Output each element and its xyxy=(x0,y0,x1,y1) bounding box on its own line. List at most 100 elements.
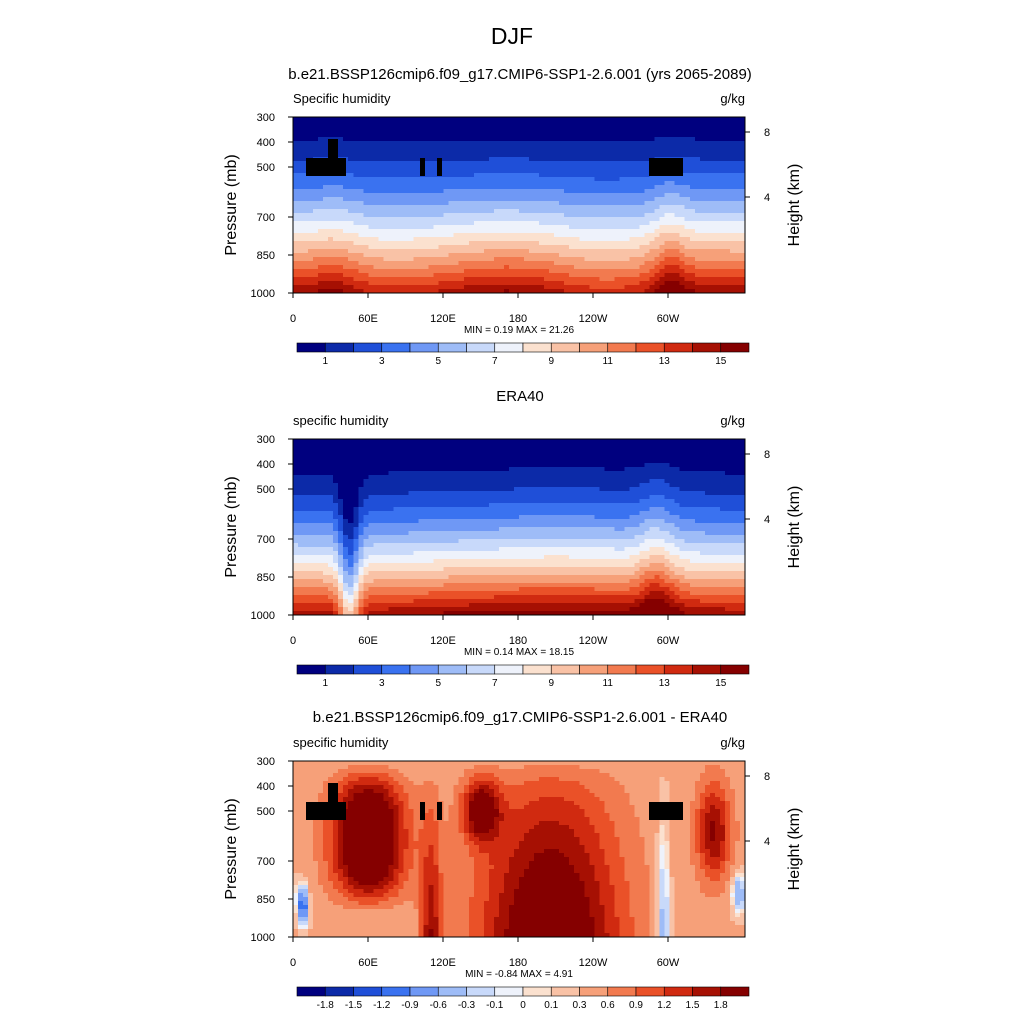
field-cell xyxy=(584,265,590,270)
field-cell xyxy=(729,221,736,226)
field-cell xyxy=(473,451,480,456)
field-cell xyxy=(574,165,580,170)
field-cell xyxy=(559,261,565,266)
field-cell xyxy=(604,261,610,266)
field-cell xyxy=(308,141,314,146)
field-cell xyxy=(604,221,610,226)
field-cell xyxy=(574,467,580,472)
field-cell xyxy=(619,217,626,222)
field-cell xyxy=(328,181,334,186)
field-cell xyxy=(303,145,309,150)
field-cell xyxy=(303,249,309,254)
field-cell xyxy=(478,285,485,290)
field-cell xyxy=(423,145,430,150)
field-cell xyxy=(659,451,666,456)
field-cell xyxy=(614,209,621,214)
field-cell xyxy=(689,277,696,282)
field-cell xyxy=(679,225,686,230)
field-cell xyxy=(293,273,299,278)
field-cell xyxy=(343,177,349,182)
field-cell xyxy=(398,281,405,286)
field-cell xyxy=(669,177,676,182)
field-cell xyxy=(418,181,425,186)
field-cell xyxy=(739,177,746,182)
field-cell xyxy=(413,209,420,214)
field-cell xyxy=(433,439,440,444)
field-cell xyxy=(639,269,646,274)
field-cell xyxy=(378,217,384,222)
field-cell xyxy=(729,205,736,210)
field-cell xyxy=(493,193,500,198)
field-cell xyxy=(298,479,304,484)
field-cell xyxy=(674,253,681,258)
field-cell xyxy=(559,443,565,448)
field-cell xyxy=(629,173,636,178)
field-cell xyxy=(353,177,359,182)
field-cell xyxy=(338,443,344,448)
field-cell xyxy=(318,133,324,138)
field-cell xyxy=(328,459,334,464)
field-cell xyxy=(629,261,636,266)
field-cell xyxy=(293,261,299,266)
field-cell xyxy=(664,133,671,138)
field-cell xyxy=(594,141,600,146)
field-cell xyxy=(358,289,364,294)
field-cell xyxy=(524,193,530,198)
field-cell xyxy=(684,459,691,464)
field-cell xyxy=(298,443,304,448)
field-cell xyxy=(664,201,671,206)
field-cell xyxy=(418,213,425,218)
field-cell xyxy=(353,213,359,218)
field-cell xyxy=(443,181,450,186)
field-cell xyxy=(393,455,400,460)
field-cell xyxy=(403,479,410,484)
field-cell xyxy=(564,253,570,258)
field-cell xyxy=(684,277,691,282)
field-cell xyxy=(483,149,490,154)
field-cell xyxy=(719,463,726,468)
field-cell xyxy=(443,463,450,468)
field-cell xyxy=(398,137,405,142)
field-cell xyxy=(328,217,334,222)
field-cell xyxy=(383,233,390,238)
field-cell xyxy=(634,125,641,130)
field-cell xyxy=(328,177,334,182)
field-cell xyxy=(503,141,510,146)
field-cell xyxy=(539,197,545,202)
field-cell xyxy=(714,459,721,464)
field-cell xyxy=(508,289,515,294)
field-cell xyxy=(609,459,616,464)
field-cell xyxy=(734,209,741,214)
field-cell xyxy=(303,479,309,484)
field-cell xyxy=(589,145,595,150)
field-cell xyxy=(363,149,369,154)
field-cell xyxy=(689,133,696,138)
field-cell xyxy=(308,181,314,186)
field-cell xyxy=(298,273,304,278)
field-cell xyxy=(614,169,621,174)
field-cell xyxy=(679,149,686,154)
field-cell xyxy=(448,471,455,476)
field-cell xyxy=(689,467,696,472)
field-cell xyxy=(423,121,430,126)
field-cell xyxy=(564,193,570,198)
field-cell xyxy=(318,221,324,226)
field-cell xyxy=(393,185,400,190)
field-cell xyxy=(343,185,349,190)
field-cell xyxy=(519,149,525,154)
field-cell xyxy=(373,237,379,242)
field-cell xyxy=(639,141,646,146)
field-cell xyxy=(594,439,600,444)
field-cell xyxy=(549,443,555,448)
field-cell xyxy=(574,149,580,154)
field-cell xyxy=(433,455,440,460)
field-cell xyxy=(478,169,485,174)
field-cell xyxy=(468,455,475,460)
field-cell xyxy=(694,197,701,202)
field-cell xyxy=(513,249,520,254)
field-cell xyxy=(539,241,545,246)
field-cell xyxy=(493,463,500,468)
field-cell xyxy=(408,265,415,270)
field-cell xyxy=(734,197,741,202)
field-cell xyxy=(308,265,314,270)
